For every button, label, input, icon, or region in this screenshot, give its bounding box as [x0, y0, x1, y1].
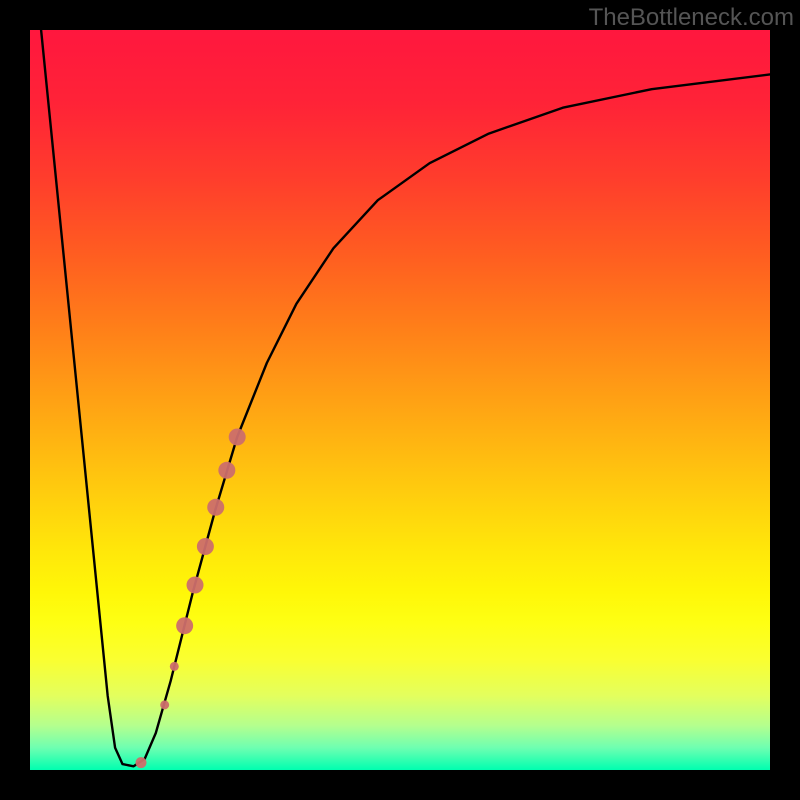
data-marker: [218, 462, 235, 479]
data-marker: [136, 757, 147, 768]
bottleneck-chart: [0, 0, 800, 800]
data-marker: [160, 700, 169, 709]
plot-background-gradient: [30, 30, 770, 770]
data-marker: [187, 577, 204, 594]
data-marker: [176, 617, 193, 634]
data-marker: [229, 429, 246, 446]
watermark-text: TheBottleneck.com: [589, 4, 794, 32]
data-marker: [197, 538, 214, 555]
chart-frame: TheBottleneck.com: [0, 0, 800, 800]
data-marker: [170, 662, 179, 671]
data-marker: [207, 499, 224, 516]
